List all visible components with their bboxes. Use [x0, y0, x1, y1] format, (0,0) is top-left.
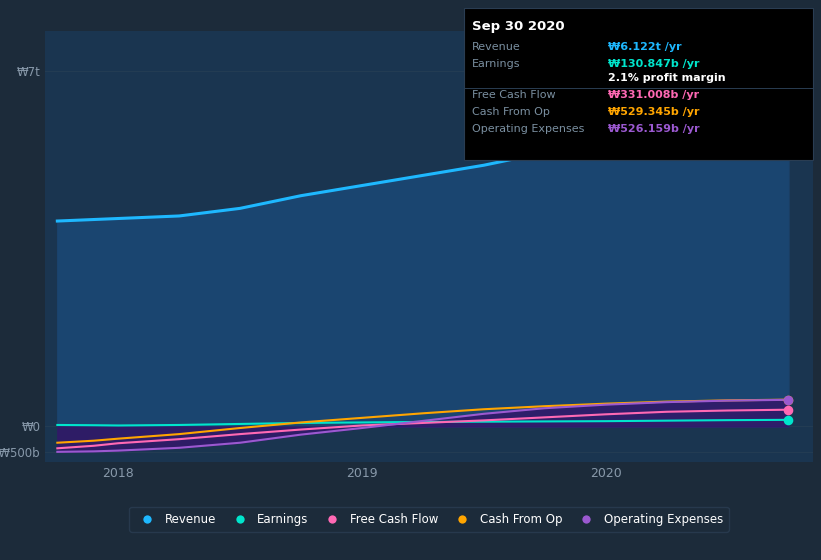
Text: ₩526.159b /yr: ₩526.159b /yr: [608, 124, 699, 134]
Point: [782, 111, 795, 120]
Text: ₩6.122t /yr: ₩6.122t /yr: [608, 43, 681, 53]
Point: [782, 395, 795, 404]
Text: Sep 30 2020: Sep 30 2020: [472, 20, 565, 32]
Point: [782, 405, 795, 414]
Legend: Revenue, Earnings, Free Cash Flow, Cash From Op, Operating Expenses: Revenue, Earnings, Free Cash Flow, Cash …: [129, 507, 729, 531]
Point: [782, 416, 795, 424]
Text: Free Cash Flow: Free Cash Flow: [472, 90, 556, 100]
Text: Cash From Op: Cash From Op: [472, 107, 550, 117]
Text: ₩529.345b /yr: ₩529.345b /yr: [608, 107, 699, 117]
Text: ₩331.008b /yr: ₩331.008b /yr: [608, 90, 699, 100]
Text: 2.1% profit margin: 2.1% profit margin: [608, 73, 725, 83]
Text: Revenue: Revenue: [472, 43, 521, 53]
Text: Earnings: Earnings: [472, 59, 521, 69]
Text: Operating Expenses: Operating Expenses: [472, 124, 585, 134]
Text: ₩130.847b /yr: ₩130.847b /yr: [608, 59, 699, 69]
Point: [782, 395, 795, 404]
